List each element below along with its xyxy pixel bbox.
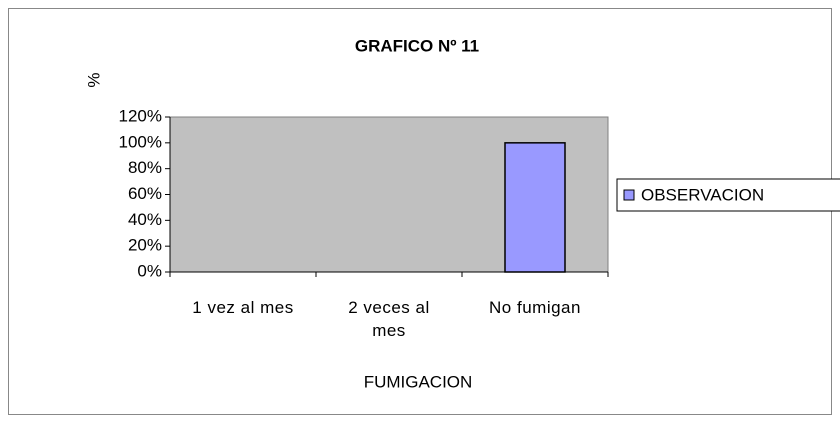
x-tick-label: 2 veces al mes	[348, 298, 430, 340]
legend-label: OBSERVACION	[641, 185, 764, 204]
y-tick-label: 120%	[119, 106, 162, 125]
bar	[504, 142, 566, 273]
x-tick-label: No fumigan	[489, 298, 581, 317]
y-axis-label: %	[84, 72, 103, 87]
y-tick-label: 0%	[137, 261, 162, 280]
x-tick-label: 1 vez al mes	[192, 298, 294, 317]
x-axis-label: FUMIGACION	[364, 372, 473, 391]
legend-frame	[616, 178, 840, 212]
legend-swatch	[623, 189, 635, 201]
y-tick-label: 80%	[128, 158, 162, 177]
chart-title: GRAFICO Nº 11	[355, 36, 479, 55]
y-tick-label: 60%	[128, 184, 162, 203]
y-tick-label: 40%	[128, 210, 162, 229]
y-tick-label: 100%	[119, 132, 162, 151]
y-tick-label: 20%	[128, 236, 162, 255]
